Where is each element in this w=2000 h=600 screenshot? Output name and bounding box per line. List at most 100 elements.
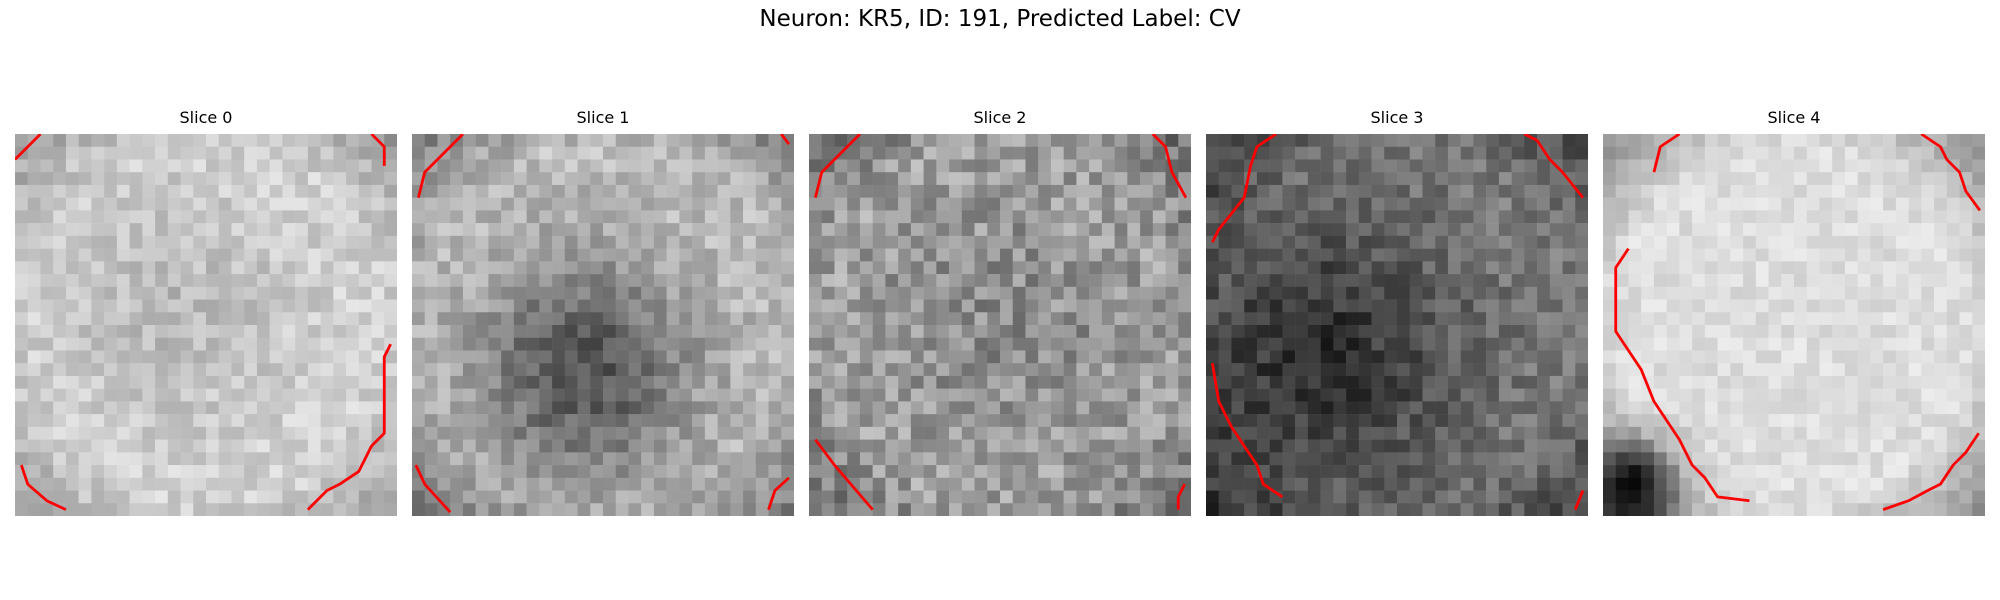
pixel-cell [1806, 210, 1820, 224]
pixel-cell [847, 414, 861, 428]
pixel-cell [116, 274, 130, 288]
pixel-cell [1615, 503, 1629, 516]
pixel-cell [1165, 210, 1179, 224]
pixel-cell [218, 375, 232, 389]
pixel-cell [1730, 184, 1744, 198]
pixel-cell [834, 388, 848, 402]
pixel-cell [1460, 172, 1474, 186]
pixel-cell [1346, 337, 1360, 351]
pixel-cell [755, 465, 769, 479]
pixel-cell [1447, 248, 1461, 262]
pixel-cell [1269, 452, 1283, 466]
pixel-cell [743, 274, 757, 288]
pixel-cell [1333, 210, 1347, 224]
pixel-cell [885, 184, 899, 198]
pixel-cell [424, 439, 438, 453]
pixel-cell [809, 414, 822, 428]
pixel-cell [1076, 312, 1090, 326]
pixel-cell [755, 312, 769, 326]
pixel-cell [923, 274, 937, 288]
pixel-cell [155, 465, 169, 479]
pixel-cell [847, 490, 861, 504]
pixel-cell [577, 235, 591, 249]
pixel-cell [1206, 210, 1219, 224]
pixel-cell [462, 274, 476, 288]
pixel-cell [1473, 197, 1487, 211]
pixel-cell [1358, 223, 1372, 237]
pixel-cell [1819, 414, 1833, 428]
pixel-cell [1666, 197, 1680, 211]
pixel-cell [1371, 184, 1385, 198]
pixel-cell [628, 490, 642, 504]
pixel-cell [730, 388, 744, 402]
pixel-cell [218, 426, 232, 440]
pixel-cell [218, 261, 232, 275]
pixel-cell [859, 274, 873, 288]
pixel-cell [78, 146, 92, 160]
pixel-cell [40, 401, 54, 415]
pixel-cell [1140, 299, 1154, 313]
pixel-cell [755, 299, 769, 313]
pixel-cell [885, 401, 899, 415]
pixel-cell [603, 375, 616, 389]
pixel-cell [1549, 477, 1563, 491]
pixel-cell [743, 401, 757, 415]
pixel-cell [1397, 235, 1410, 249]
pixel-cell [1717, 223, 1731, 237]
pixel-cell [1524, 465, 1538, 479]
pixel-cell [898, 363, 912, 377]
pixel-cell [743, 477, 757, 491]
pixel-cell [384, 274, 397, 288]
pixel-cell [40, 325, 54, 338]
pixel-cell [231, 388, 245, 402]
pixel-cell [1422, 375, 1436, 389]
pixel-cell [256, 261, 270, 275]
pixel-cell [142, 452, 156, 466]
pixel-cell [653, 452, 667, 466]
pixel-cell [847, 503, 861, 516]
pixel-cell [180, 414, 194, 428]
pixel-cell [116, 452, 130, 466]
pixel-cell [65, 439, 79, 453]
pixel-cell [1050, 261, 1064, 275]
pixel-cell [384, 248, 397, 262]
pixel-cell [231, 477, 245, 491]
pixel-cell [412, 388, 425, 402]
pixel-cell [666, 223, 680, 237]
pixel-cell [1460, 414, 1474, 428]
pixel-cell [1679, 184, 1693, 198]
pixel-cell [1447, 325, 1461, 338]
pixel-cell [666, 503, 680, 516]
pixel-cell [1231, 172, 1245, 186]
pixel-cell [923, 312, 937, 326]
pixel-cell [1524, 286, 1538, 300]
pixel-cell [1063, 184, 1077, 198]
pixel-cell [1498, 223, 1512, 237]
pixel-cell [269, 363, 283, 377]
pixel-cell [1768, 490, 1782, 504]
pixel-cell [1653, 337, 1667, 351]
pixel-cell [1857, 274, 1871, 288]
pixel-cell [1959, 503, 1973, 516]
pixel-cell [1307, 197, 1321, 211]
pixel-cell [1844, 261, 1858, 275]
pixel-cell [1857, 401, 1871, 415]
pixel-cell [1959, 223, 1973, 237]
pixel-cell [424, 414, 438, 428]
pixel-cell [1152, 261, 1166, 275]
pixel-cell [1794, 363, 1807, 377]
pixel-cell [1628, 210, 1642, 224]
pixel-cell [1806, 414, 1820, 428]
pixel-cell [859, 172, 873, 186]
pixel-cell [552, 401, 566, 415]
pixel-cell [231, 363, 245, 377]
pixel-cell [91, 159, 105, 173]
pixel-cell [987, 134, 1001, 147]
pixel-cell [730, 490, 744, 504]
pixel-cell [743, 223, 757, 237]
pixel-cell [1704, 375, 1718, 389]
pixel-cell [679, 363, 693, 377]
pixel-cell [1895, 299, 1909, 313]
pixel-cell [1422, 503, 1436, 516]
pixel-cell [1206, 426, 1219, 440]
